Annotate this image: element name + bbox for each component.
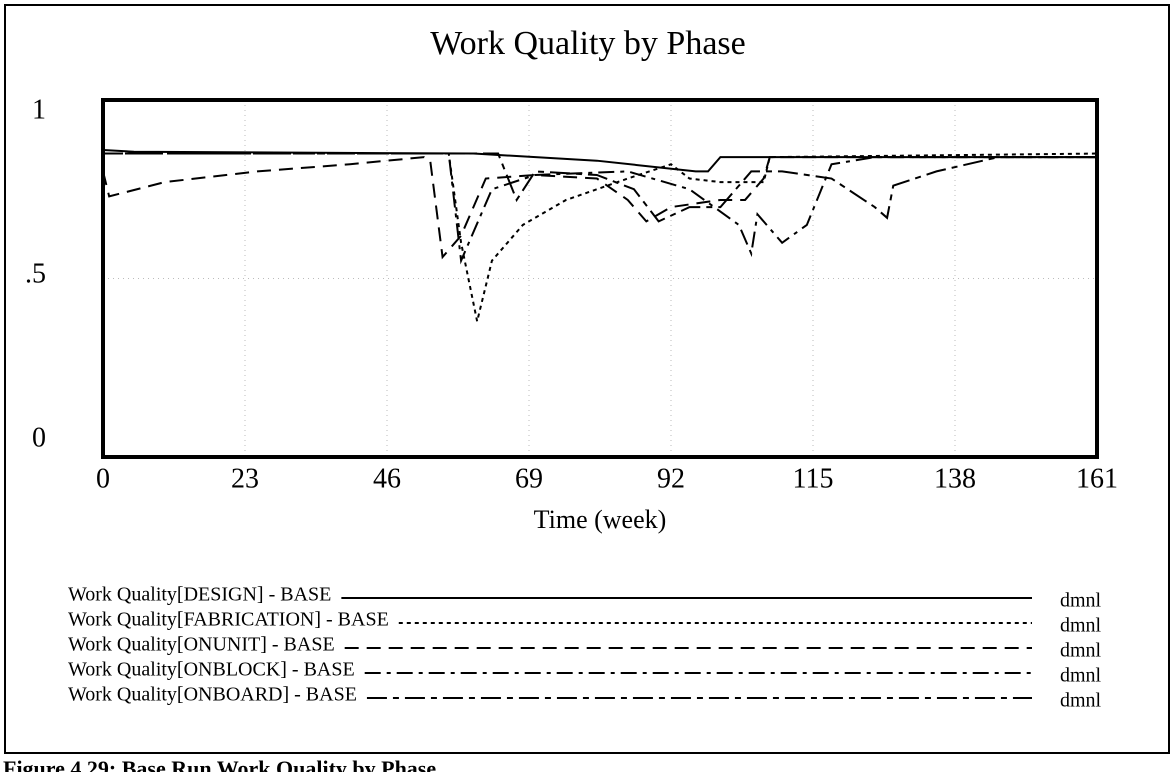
caption: Figure 4.29: Base Run Work Quality by Ph…	[3, 756, 436, 772]
y-tick-label: 0	[32, 422, 46, 453]
data-line	[103, 152, 1098, 322]
x-tick-label: 161	[1076, 463, 1118, 494]
legend-unit: dmnl	[1060, 690, 1102, 712]
data-line	[103, 152, 1097, 223]
x-tick-label: 138	[934, 463, 976, 494]
data-line	[103, 152, 1097, 265]
chart-title: Work Quality by Phase	[430, 25, 746, 62]
x-tick-label: 46	[373, 463, 401, 494]
legend-unit: dmnl	[1060, 665, 1102, 687]
x-tick-label: 0	[96, 463, 110, 494]
plot-frame	[101, 98, 1099, 459]
data-line	[102, 148, 1097, 173]
data-line	[102, 156, 1097, 260]
legend-label: Work Quality[DESIGN] - BASE	[68, 584, 331, 606]
x-tick-label: 23	[231, 463, 259, 494]
legend-label: Work Quality[ONUNIT] - BASE	[68, 634, 335, 656]
y-tick-label: .5	[25, 258, 46, 289]
frame	[4, 4, 1170, 754]
legend-unit: dmnl	[1060, 615, 1102, 637]
x-tick-label: 69	[515, 463, 543, 494]
x-axis-label: Time (week)	[534, 505, 667, 534]
legend-unit: dmnl	[1060, 590, 1102, 612]
y-tick-label: 1	[32, 94, 46, 125]
legend-label: Work Quality[FABRICATION] - BASE	[68, 609, 389, 631]
x-tick-label: 92	[657, 463, 685, 494]
legend-label: Work Quality[ONBOARD] - BASE	[68, 684, 357, 706]
legend-label: Work Quality[ONBLOCK] - BASE	[68, 659, 355, 681]
x-tick-label: 115	[793, 463, 834, 494]
legend-unit: dmnl	[1060, 640, 1102, 662]
